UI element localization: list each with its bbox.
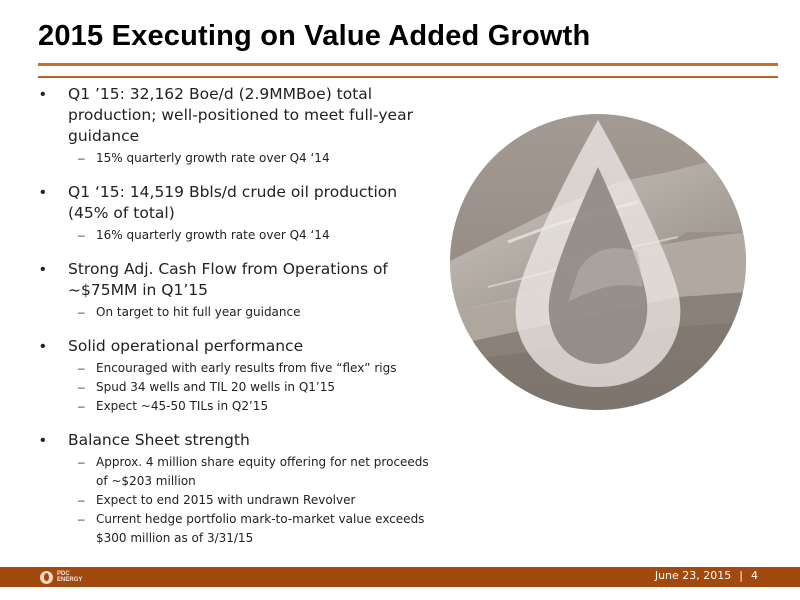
bullet-item: • Q1 ’15: 32,162 Boe/d (2.9MMBoe) total …: [38, 84, 438, 168]
bullet-text: Q1 ‘15: 14,519 Bbls/d crude oil producti…: [68, 183, 398, 222]
slide-title: 2015 Executing on Value Added Growth: [38, 20, 591, 52]
sub-bullet: – On target to hit full year guidance: [38, 303, 438, 322]
sub-bullet-text: Approx. 4 million share equity offering …: [96, 455, 429, 488]
sub-bullet: – Expect to end 2015 with undrawn Revolv…: [38, 491, 438, 510]
sub-bullet: – 16% quarterly growth rate over Q4 ‘14: [38, 226, 438, 245]
sub-bullet-text: On target to hit full year guidance: [96, 305, 301, 319]
bullet-list: • Q1 ’15: 32,162 Boe/d (2.9MMBoe) total …: [38, 84, 438, 562]
bullet-item: • Solid operational performance – Encour…: [38, 336, 438, 416]
sub-bullet-text: Spud 34 wells and TIL 20 wells in Q1’15: [96, 380, 335, 394]
footer-separator: |: [739, 569, 743, 582]
bullet-item: • Balance Sheet strength – Approx. 4 mil…: [38, 430, 438, 548]
sub-bullet: – 15% quarterly growth rate over Q4 ‘14: [38, 149, 438, 168]
sub-bullet: – Expect ~45-50 TILs in Q2’15: [38, 397, 438, 416]
bullet-text: Solid operational performance: [68, 337, 304, 355]
page-number: 4: [751, 569, 758, 582]
sub-bullet-text: 15% quarterly growth rate over Q4 ‘14: [96, 151, 330, 165]
title-rule-bottom: [38, 76, 778, 78]
bullet-text: Strong Adj. Cash Flow from Operations of…: [68, 260, 388, 299]
bullet-marker: •: [40, 261, 46, 278]
footer-bar: PDC ENERGY June 23, 2015 | 4: [0, 567, 800, 587]
bullet-marker: •: [40, 338, 46, 355]
bullet-marker: •: [40, 184, 46, 201]
title-rule-top: [38, 63, 778, 66]
bullet-marker: •: [40, 86, 46, 103]
logo-text: PDC ENERGY: [57, 571, 83, 583]
sub-bullet: – Approx. 4 million share equity offerin…: [38, 453, 438, 491]
bullet-text: Balance Sheet strength: [68, 431, 250, 449]
oil-drop-landscape-icon: [448, 112, 748, 412]
footer-meta: June 23, 2015 | 4: [655, 569, 758, 582]
footer-date: June 23, 2015: [654, 569, 732, 582]
bullet-text: Q1 ’15: 32,162 Boe/d (2.9MMBoe) total pr…: [68, 85, 413, 145]
bullet-item: • Q1 ‘15: 14,519 Bbls/d crude oil produc…: [38, 182, 438, 245]
sub-bullet: – Encouraged with early results from fiv…: [38, 359, 438, 378]
sub-bullet: – Current hedge portfolio mark-to-market…: [38, 510, 438, 548]
bullet-item: • Strong Adj. Cash Flow from Operations …: [38, 259, 438, 322]
sub-bullet: – Spud 34 wells and TIL 20 wells in Q1’1…: [38, 378, 438, 397]
sub-bullet-text: 16% quarterly growth rate over Q4 ‘14: [96, 228, 330, 242]
sub-bullet-text: Expect ~45-50 TILs in Q2’15: [96, 399, 269, 413]
drop-logo-icon: [40, 570, 53, 584]
company-logo: PDC ENERGY: [40, 569, 85, 585]
sub-bullet-text: Current hedge portfolio mark-to-market v…: [96, 512, 425, 545]
bullet-marker: •: [40, 432, 46, 449]
sub-bullet-text: Encouraged with early results from five …: [96, 361, 397, 375]
sub-bullet-text: Expect to end 2015 with undrawn Revolver: [96, 493, 356, 507]
